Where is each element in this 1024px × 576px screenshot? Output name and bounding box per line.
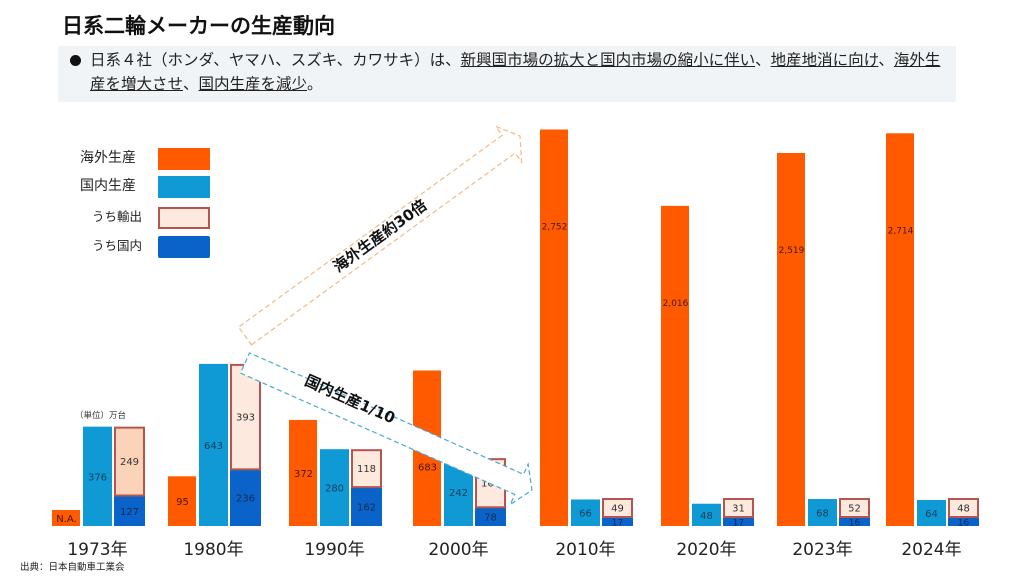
bar-domestic-sales (351, 487, 382, 526)
legend-swatch-overseas (158, 148, 210, 170)
bar-domestic-sales (114, 495, 145, 526)
data-label-export: 31 (732, 504, 745, 515)
bar-domestic (808, 499, 837, 526)
data-label-domestic: 68 (816, 509, 829, 520)
data-label-domestic: 280 (325, 484, 344, 495)
bar-export (723, 498, 754, 518)
bar-domestic (917, 499, 946, 526)
text-fragment: 、 (878, 51, 894, 69)
summary-box: 日系４社（ホンダ、ヤマハ、スズキ、カワサキ）は、新興国市場の拡大と国内市場の縮小… (58, 46, 956, 102)
bar-export (114, 426, 145, 497)
data-label-domestic: 48 (700, 511, 713, 522)
bar-overseas (168, 476, 196, 526)
overseas-growth-arrow (237, 125, 523, 346)
bar-overseas (52, 510, 80, 526)
legend-label-domestic_sales: うち国内 (92, 238, 143, 253)
bar-domestic (83, 426, 112, 526)
data-label-overseas: 2,752 (542, 223, 568, 233)
data-label-overseas: 683 (418, 462, 437, 473)
bar-domestic (199, 363, 228, 526)
unit-note: （単位）万台 (75, 411, 127, 421)
data-label-domestic-sales: 236 (236, 494, 255, 505)
domestic-decline-arrow (239, 352, 533, 507)
data-label-domestic: 64 (925, 509, 938, 520)
data-label-domestic-sales: 16 (849, 519, 861, 529)
data-label-export: 249 (120, 457, 139, 468)
data-label-export: 49 (611, 504, 624, 515)
data-label-overseas: 95 (176, 497, 189, 508)
source-note: 出典：日本自動車工業会 (20, 562, 125, 573)
bar-domestic-sales (839, 517, 870, 526)
legend-swatch-export (158, 207, 210, 229)
x-tick-label: 2023年 (792, 540, 852, 560)
data-label-domestic-sales: 127 (120, 507, 139, 518)
bar-export (839, 498, 870, 518)
data-label-domestic: 66 (579, 509, 592, 520)
text-fragment: 、 (755, 51, 771, 69)
bar-domestic (571, 499, 600, 526)
bar-export (351, 449, 382, 489)
text-fragment: 日系４社（ホンダ、ヤマハ、スズキ、カワサキ）は、 (90, 51, 461, 69)
data-label-export: 393 (236, 413, 255, 424)
legend-swatch-domestic_sales (158, 236, 210, 258)
data-label-domestic-sales: 16 (958, 519, 970, 529)
bar-domestic-sales (475, 507, 506, 526)
data-label-overseas: 2,519 (779, 246, 805, 256)
data-label-domestic: 242 (449, 488, 468, 499)
data-label-domestic: 376 (88, 472, 107, 483)
legend-label-overseas: 海外生産 (80, 150, 136, 166)
x-tick-label: 1990年 (304, 540, 364, 560)
data-label-export: 52 (848, 504, 861, 515)
legend-swatch-domestic (158, 176, 210, 198)
bar-export (948, 498, 979, 518)
data-label-domestic-sales: 78 (484, 513, 497, 524)
bar-domestic (692, 503, 721, 526)
x-tick-label: 2024年 (901, 540, 961, 560)
data-label-domestic-sales: 17 (612, 519, 623, 529)
data-label-domestic-sales: 17 (733, 519, 744, 529)
underlined-phrase: 海外生産を増大させ (90, 51, 941, 93)
data-label-overseas: 372 (294, 469, 313, 480)
data-label-export: 48 (957, 504, 970, 515)
bar-overseas (777, 152, 805, 526)
data-label-overseas: 2,016 (663, 299, 689, 309)
x-tick-label: 2010年 (555, 540, 615, 560)
page-title: 日系二輪メーカーの生産動向 (62, 14, 335, 38)
bar-overseas (661, 205, 689, 526)
data-label-overseas: 2,714 (888, 226, 914, 236)
bar-overseas (886, 133, 914, 526)
bar-overseas (289, 419, 317, 526)
legend-label-domestic: 国内生産 (80, 178, 136, 194)
summary-text: 日系４社（ホンダ、ヤマハ、スズキ、カワサキ）は、新興国市場の拡大と国内市場の縮小… (90, 48, 950, 96)
bar-export (602, 498, 633, 518)
x-tick-label: 2000年 (428, 540, 488, 560)
data-label-domestic-sales: 162 (357, 503, 376, 514)
bar-domestic-sales (948, 517, 979, 526)
legend-label-export: うち輸出 (92, 209, 143, 224)
underlined-phrase: 国内生産を減少 (198, 75, 308, 93)
bar-domestic-sales (723, 517, 754, 526)
data-label-overseas: N.A. (56, 514, 77, 525)
data-label-domestic: 643 (204, 441, 223, 452)
data-label-export: 118 (357, 464, 376, 475)
underlined-phrase: 地産地消に向け (770, 51, 879, 69)
bullet-icon (70, 55, 81, 66)
overseas-growth-label: 海外生産約30倍 (330, 196, 430, 276)
bar-overseas (540, 129, 568, 526)
x-tick-label: 2020年 (676, 540, 736, 560)
bar-domestic (320, 449, 349, 526)
x-tick-label: 1973年 (67, 540, 127, 560)
text-fragment: 。 (307, 75, 323, 93)
x-tick-label: 1980年 (183, 540, 243, 560)
underlined-phrase: 新興国市場の拡大と国内市場の縮小に伴い (460, 51, 756, 69)
bar-domestic-sales (602, 517, 633, 526)
bar-domestic-sales (230, 469, 261, 526)
text-fragment: 、 (183, 75, 199, 93)
